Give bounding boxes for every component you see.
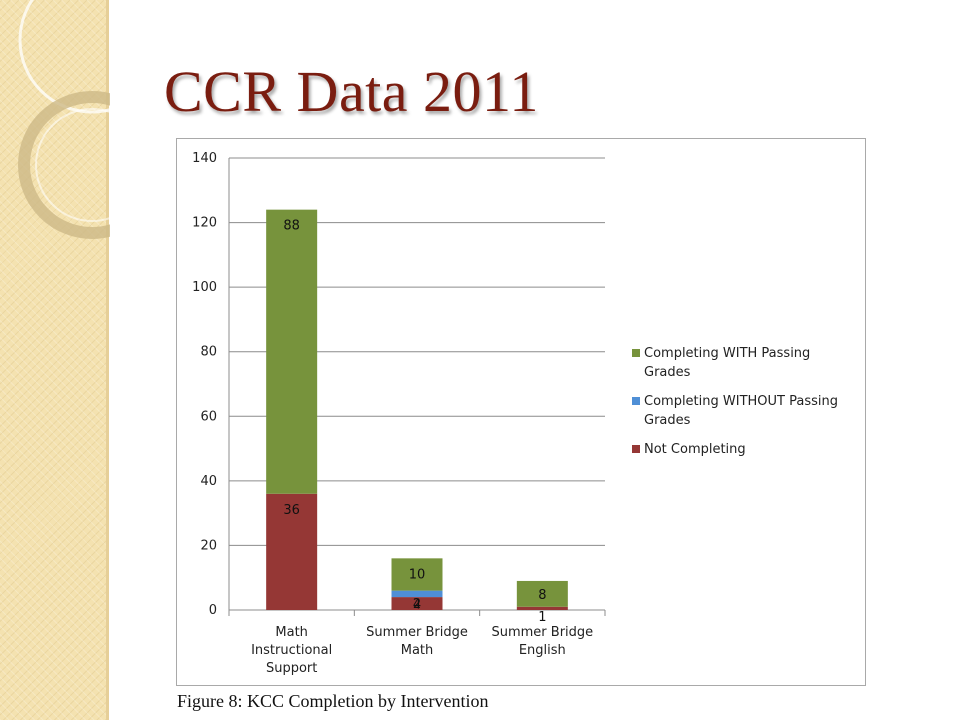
bar-segment: [516, 580, 568, 607]
legend-label: Completing WITHOUT Passing: [644, 394, 838, 409]
y-tick-label: 20: [200, 538, 217, 553]
x-category-label: Math: [275, 625, 308, 640]
y-tick-label: 40: [200, 474, 217, 489]
legend-swatch: [632, 445, 640, 453]
decorative-rings: [18, 0, 110, 239]
legend-label: Not Completing: [644, 442, 746, 457]
legend-swatch: [632, 349, 640, 357]
bar-segment: [516, 606, 568, 610]
data-label: 2: [413, 597, 421, 612]
bar-segment: [266, 209, 318, 494]
y-tick-label: 120: [192, 216, 217, 231]
data-label: 88: [283, 219, 300, 234]
y-tick-label: 60: [200, 409, 217, 424]
bar-segment: [266, 493, 318, 610]
data-label: 36: [283, 503, 300, 518]
legend-label: Grades: [644, 413, 691, 428]
bar-segment: [391, 558, 443, 591]
figure-caption: Figure 8: KCC Completion by Intervention: [177, 691, 489, 711]
bar-segment: [391, 590, 443, 598]
x-category-label: Summer Bridge: [491, 625, 593, 640]
stacked-bar-chart: 0 20 40 60 80 100 120 140 36 88 Math Instructional S…: [192, 151, 838, 676]
data-label: 4: [413, 598, 421, 613]
x-category-label: Math: [401, 643, 434, 658]
y-tick-label: 80: [200, 345, 217, 360]
data-label: 8: [538, 588, 546, 603]
legend-label: Grades: [644, 365, 691, 380]
y-tick-label: 140: [192, 151, 217, 166]
x-category-label: Summer Bridge: [366, 625, 468, 640]
legend-swatch: [632, 397, 640, 405]
y-tick-label: 100: [192, 280, 217, 295]
legend-label: Completing WITH Passing: [644, 346, 810, 361]
x-category-label: Instructional: [251, 643, 332, 658]
data-label: 10: [409, 567, 426, 582]
chart-frame: 0 20 40 60 80 100 120 140 36 88 Math Instructional S…: [176, 138, 866, 686]
data-label: 1: [538, 610, 546, 625]
x-category-label: Support: [266, 661, 317, 676]
y-tick-label: 0: [209, 603, 217, 618]
decorative-side-band: [0, 0, 110, 720]
slide-title: CCR Data 2011: [164, 59, 539, 124]
x-category-label: English: [519, 643, 566, 658]
bar-segment: [391, 597, 443, 610]
